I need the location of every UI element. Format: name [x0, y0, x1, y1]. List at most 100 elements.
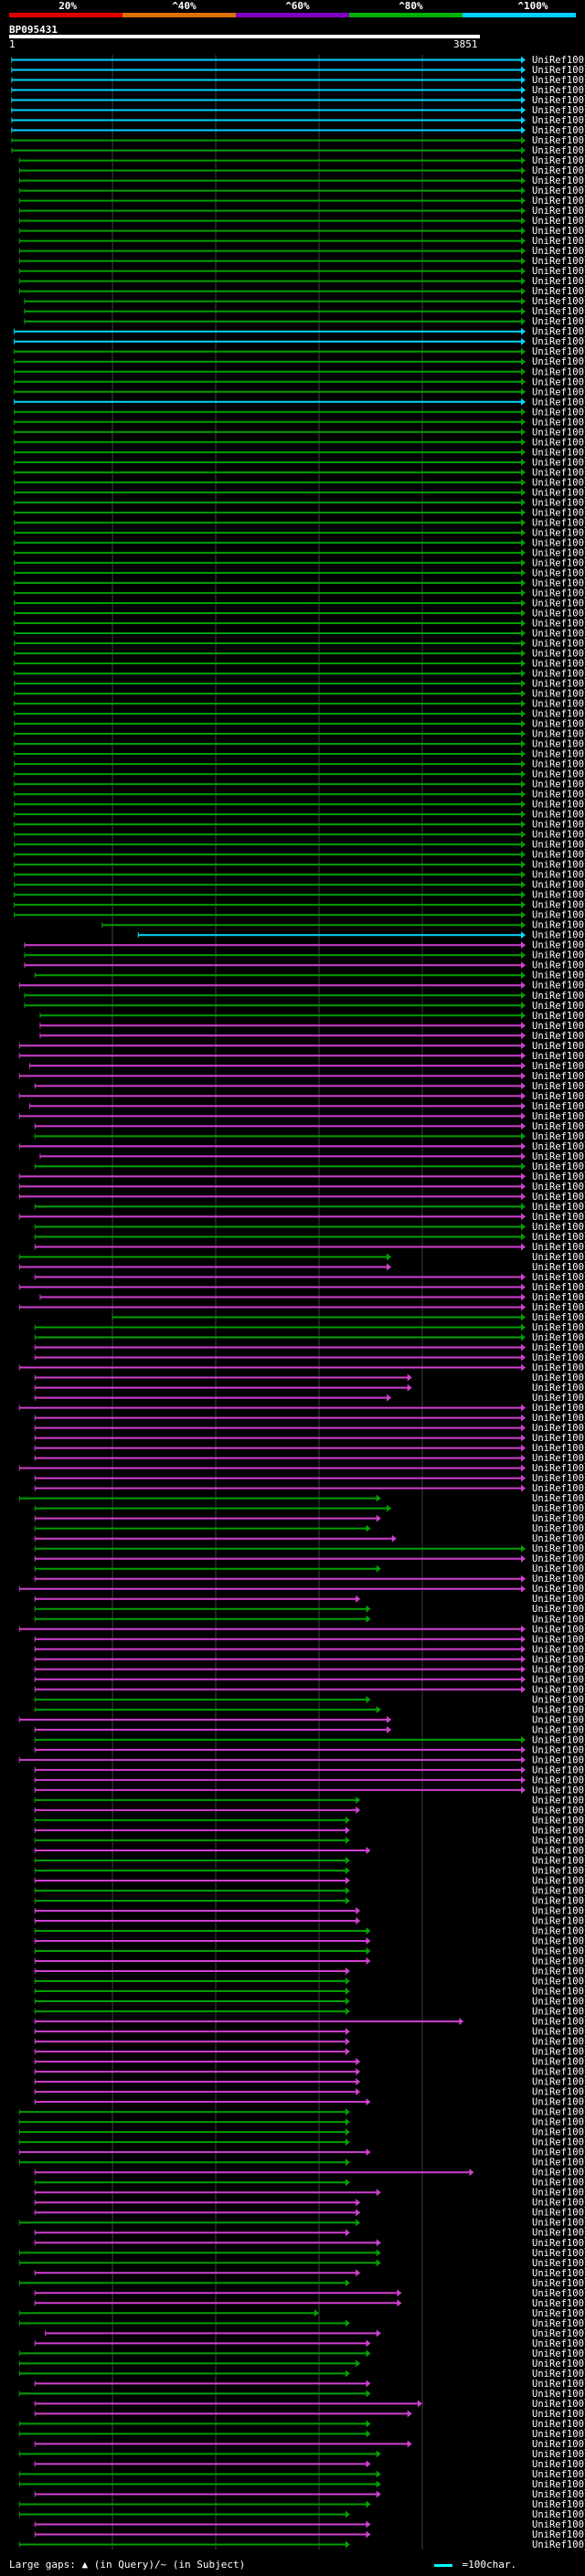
hit-label[interactable]: UniRef100_A2BWF2 — [532, 668, 585, 679]
hit-label[interactable]: UniRef100_B3QZ57 — [532, 2017, 585, 2028]
hit-label[interactable]: UniRef100_A9GA50 — [532, 1182, 585, 1193]
hit-label[interactable]: UniRef100_B4S8H2 — [532, 2228, 585, 2239]
hit-label[interactable]: UniRef100_A3PD37 — [532, 699, 585, 710]
hit-label[interactable]: UniRef100_UPI0000.. — [532, 145, 585, 156]
hit-label[interactable]: UniRef100_B4S8B3 — [532, 2479, 585, 2490]
hit-label[interactable]: UniRef100_A4ACP4 — [532, 1956, 585, 1967]
hit-label[interactable]: UniRef100_C5YH67 — [532, 276, 585, 287]
hit-label[interactable]: UniRef100_Q2S556 — [532, 2399, 585, 2410]
hit-label[interactable]: UniRef100_Q3M834 — [532, 1997, 585, 2008]
hit-label[interactable]: UniRef100_C6KSU4 — [532, 2348, 585, 2359]
hit-label[interactable]: UniRef100_B5IMN9 — [532, 739, 585, 750]
hit-label[interactable]: UniRef100_B6IT46 — [532, 1061, 585, 1072]
hit-label[interactable]: UniRef100_Q0I6M5 — [532, 507, 585, 518]
hit-label[interactable]: UniRef100_Q9FN80 — [532, 186, 585, 196]
hit-label[interactable]: UniRef100_C7DFS0 — [532, 1202, 585, 1213]
hit-label[interactable]: UniRef100_B4VJ59 — [532, 830, 585, 841]
hit-label[interactable]: UniRef100_A3PLI0 — [532, 2198, 585, 2209]
hit-label[interactable]: UniRef100_B3QZ55 — [532, 1362, 585, 1373]
hit-label[interactable]: UniRef100_A7PN60 — [532, 125, 585, 136]
hit-label[interactable]: UniRef100_P00542 — [532, 246, 585, 257]
hit-label[interactable]: UniRef100_A7NJQ5 — [532, 1473, 585, 1484]
hit-label[interactable]: UniRef100_C3RYB0 — [532, 2278, 585, 2289]
hit-label[interactable]: UniRef100_A9Z8B1 — [532, 387, 585, 398]
hit-label[interactable]: UniRef100_A5GVF3 — [532, 618, 585, 629]
hit-label[interactable]: UniRef100_Q413R7 — [532, 2489, 585, 2500]
hit-label[interactable]: UniRef100_Q7TRY3 — [532, 1543, 585, 1554]
hit-label[interactable]: UniRef100_A4NTC4 — [532, 1413, 585, 1424]
hit-label[interactable]: UniRef100_B3C7C6 — [532, 1765, 585, 1776]
hit-label[interactable]: UniRef100_C0V476 — [532, 2419, 585, 2430]
hit-label[interactable]: UniRef100_B9HNF2 — [532, 749, 585, 760]
hit-label[interactable]: UniRef100_B8P2Z4 — [532, 709, 585, 720]
hit-label[interactable]: UniRef100_Q8YP35 — [532, 427, 585, 438]
hit-label[interactable]: UniRef100_A4W695 — [532, 1926, 585, 1937]
hit-label[interactable]: UniRef100_Q01AU3 — [532, 689, 585, 700]
hit-label[interactable]: UniRef100_A5YZH0 — [532, 1262, 585, 1273]
hit-label[interactable]: UniRef100_A5GIL4 — [532, 608, 585, 619]
hit-label[interactable]: UniRef100_P26162 — [532, 1483, 585, 1494]
hit-label[interactable]: UniRef100_Q31AR6 — [532, 447, 585, 458]
hit-label[interactable]: UniRef100_Q8TTP0 — [532, 2117, 585, 2128]
hit-label[interactable]: UniRef100_Q0YQ09 — [532, 2107, 585, 2118]
hit-label[interactable]: UniRef100_B7KVV8 — [532, 1714, 585, 1725]
hit-label[interactable]: UniRef100_A5EQB1 — [532, 1272, 585, 1283]
hit-label[interactable]: UniRef100_Q2JUW0 — [532, 870, 585, 881]
hit-label[interactable]: UniRef100_A8I7P5 — [532, 65, 585, 76]
hit-label[interactable]: UniRef100_C6KF71 — [532, 336, 585, 347]
hit-label[interactable]: UniRef100_Q46BX6 — [532, 2157, 585, 2168]
hit-label[interactable]: UniRef100_Q6NDK1 — [532, 1825, 585, 1836]
hit-label[interactable]: UniRef100_B3QR24 — [532, 1795, 585, 1806]
hit-label[interactable]: UniRef100_Q07893 — [532, 175, 585, 186]
hit-label[interactable]: UniRef100_A4YNP3 — [532, 1232, 585, 1243]
hit-label[interactable]: UniRef100_A2YS16 — [532, 135, 585, 146]
hit-label[interactable]: UniRef100_Q3AKX9 — [532, 1523, 585, 1534]
hit-label[interactable]: UniRef100_Q2JJ39 — [532, 2288, 585, 2299]
hit-label[interactable]: UniRef100_B3EMM1 — [532, 1292, 585, 1303]
hit-label[interactable]: UniRef100_Q132N4 — [532, 2087, 585, 2098]
hit-label[interactable]: UniRef100_B4BPC9 — [532, 1503, 585, 1514]
hit-label[interactable]: UniRef100_A0M9O5 — [532, 206, 585, 217]
hit-label[interactable]: UniRef100_A1A4Q3 — [532, 2318, 585, 2329]
hit-label[interactable]: UniRef100_Q9H0B6 — [532, 2328, 585, 2339]
hit-label[interactable]: UniRef100_C1K1Q6 — [532, 216, 585, 227]
hit-label[interactable]: UniRef100_Q05YP5 — [532, 729, 585, 740]
hit-label[interactable]: UniRef100_A5UUU0 — [532, 1171, 585, 1182]
hit-label[interactable]: UniRef100_Q24B27 — [532, 2539, 585, 2550]
hit-label[interactable]: UniRef100_Q7NHB5 — [532, 910, 585, 921]
hit-label[interactable]: UniRef100_B8BQ15 — [532, 417, 585, 428]
hit-label[interactable]: UniRef100_C0ZA51 — [532, 1694, 585, 1705]
hit-label[interactable]: UniRef100_Q7V1N2 — [532, 679, 585, 690]
hit-label[interactable]: UniRef100_Q3A3GM — [532, 1021, 585, 1032]
hit-label[interactable]: UniRef100_Q1QX8Z — [532, 2127, 585, 2138]
hit-label[interactable]: UniRef100_B4U9N4 — [532, 2137, 585, 2148]
hit-label[interactable]: UniRef100_B4SF66 — [532, 1282, 585, 1293]
hit-label[interactable]: UniRef100_Q21S09 — [532, 1141, 585, 1152]
hit-label[interactable]: UniRef100_Q9D9J3 — [532, 296, 585, 307]
hit-label[interactable]: UniRef100_Q7T023 — [532, 800, 585, 811]
hit-label[interactable]: UniRef100_A4SCY1 — [532, 1664, 585, 1675]
hit-label[interactable]: UniRef100_C7QTV9 — [532, 467, 585, 478]
hit-label[interactable]: UniRef100_A1RR27 — [532, 2459, 585, 2470]
hit-label[interactable]: UniRef100_A3IYM5 — [532, 769, 585, 780]
hit-label[interactable]: UniRef100_Q6N899 — [532, 1342, 585, 1353]
hit-label[interactable]: UniRef100_B1ZFP3 — [532, 2359, 585, 2369]
hit-label[interactable]: UniRef100_B8C2L0 — [532, 2499, 585, 2510]
hit-label[interactable]: UniRef100_Q925E0 — [532, 1936, 585, 1947]
hit-label[interactable]: UniRef100_B9KT38 — [532, 1352, 585, 1363]
hit-label[interactable]: UniRef100_Q9RFD5 — [532, 2077, 585, 2088]
hit-label[interactable]: UniRef100_B2HFD0 — [532, 2439, 585, 2450]
hit-label[interactable]: UniRef100_B4SF64 — [532, 1885, 585, 1896]
hit-label[interactable]: UniRef100_B9MF90 — [532, 2469, 585, 2480]
hit-label[interactable]: UniRef100_A2BRB2 — [532, 648, 585, 659]
hit-label[interactable]: UniRef100_B9LKR3 — [532, 1151, 585, 1162]
hit-label[interactable]: UniRef100_A6DYF2 — [532, 1775, 585, 1786]
hit-label[interactable]: UniRef100_C1V971 — [532, 2429, 585, 2440]
hit-label[interactable]: UniRef100_Q6G0M2 — [532, 1332, 585, 1343]
hit-label[interactable]: UniRef100_Q8GMS2 — [532, 477, 585, 488]
hit-label[interactable]: UniRef100_B8EPX6 — [532, 1433, 585, 1444]
hit-label[interactable]: UniRef100_Q1QM50 — [532, 256, 585, 267]
hit-label[interactable]: UniRef100_B1W4Q0 — [532, 1373, 585, 1383]
hit-label[interactable]: UniRef100_B7KBB9 — [532, 326, 585, 337]
hit-label[interactable]: UniRef100_A0B7F0 — [532, 2168, 585, 2178]
